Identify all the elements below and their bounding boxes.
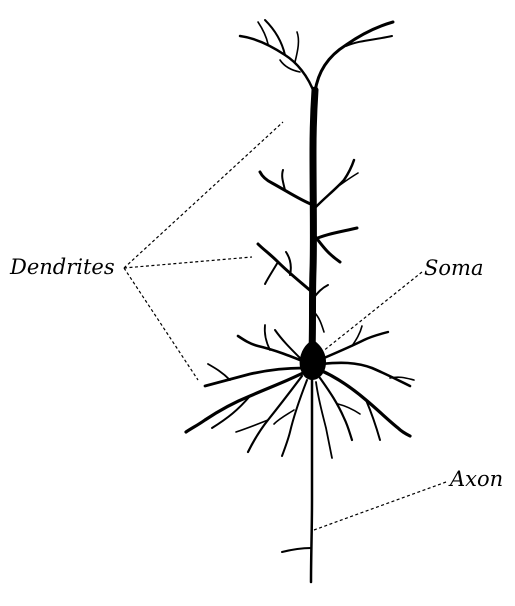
- dendrites-label: Dendrites: [10, 255, 115, 279]
- apical-dendrite: [238, 19, 395, 356]
- axon-label: Axon: [450, 467, 504, 491]
- axon-leader: [313, 481, 447, 531]
- leader-lines: [123, 121, 447, 531]
- soma-body: [299, 340, 326, 380]
- soma-leader: [321, 271, 423, 353]
- dendrites-leader-upper: [123, 121, 284, 269]
- dendrites-leader-lower: [123, 267, 199, 381]
- soma-label: Soma: [424, 256, 484, 280]
- axon: [281, 378, 314, 584]
- basal-dendrites: [184, 324, 415, 459]
- dendrites-leader-middle: [123, 256, 253, 269]
